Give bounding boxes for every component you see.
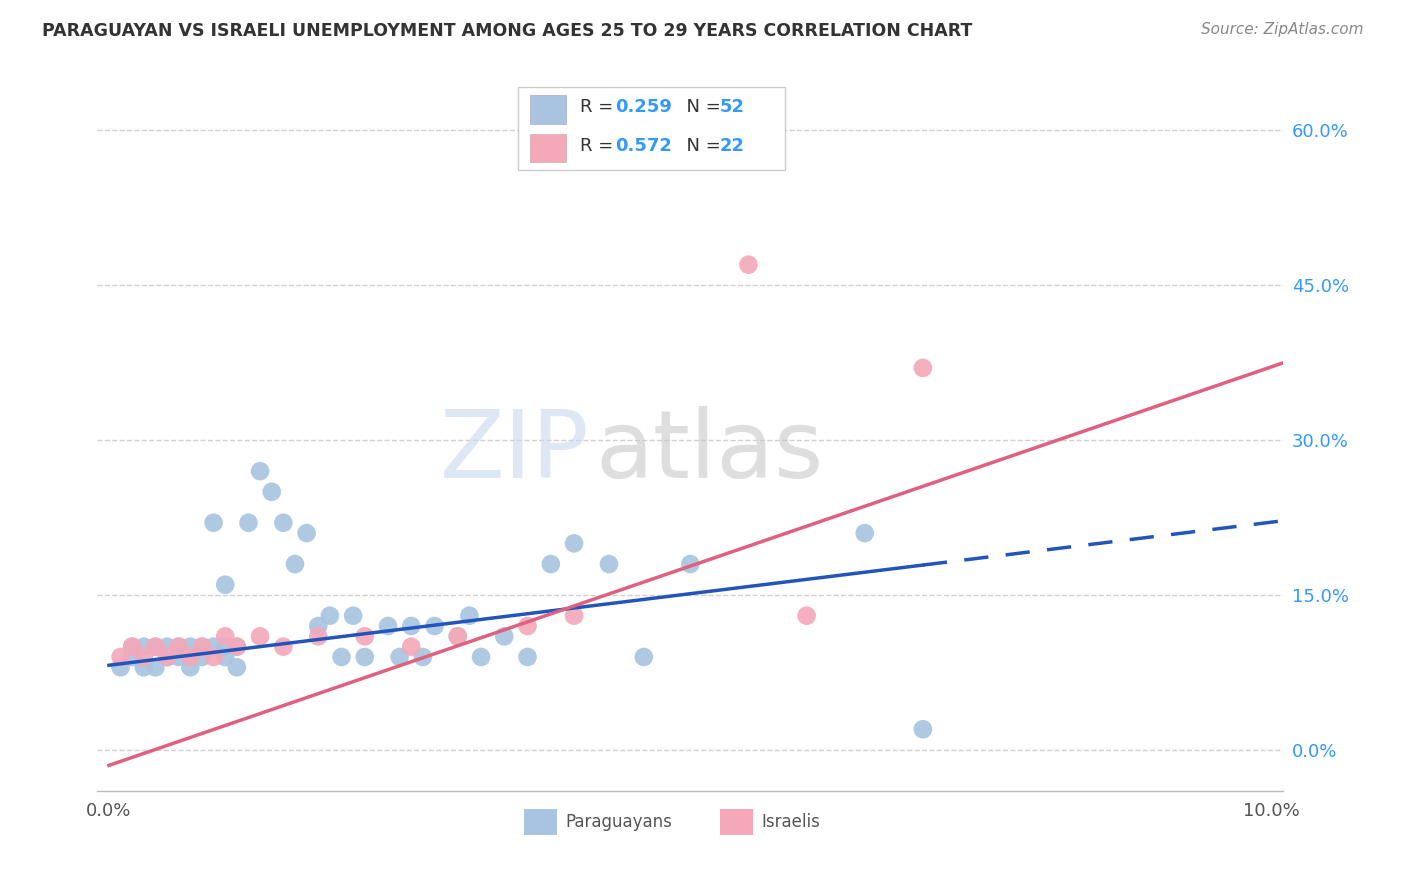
Text: N =: N = (675, 98, 727, 116)
Point (911, 360, 934, 375)
Point (388, 650, 411, 665)
Point (145, 640, 167, 654)
Point (458, 608, 481, 623)
Point (121, 650, 143, 665)
Text: R =: R = (581, 98, 619, 116)
Bar (720, 809, 754, 835)
Point (423, 619, 446, 633)
Point (516, 650, 538, 665)
Point (132, 660, 155, 674)
Point (179, 650, 201, 665)
Point (214, 629, 236, 643)
Point (319, 608, 342, 623)
Point (401, 640, 423, 654)
FancyBboxPatch shape (519, 87, 785, 169)
Point (911, 723, 934, 737)
Text: PARAGUAYAN VS ISRAELI UNEMPLOYMENT AMONG AGES 25 TO 29 YEARS CORRELATION CHART: PARAGUAYAN VS ISRAELI UNEMPLOYMENT AMONG… (42, 22, 973, 40)
Point (202, 650, 225, 665)
Point (249, 629, 271, 643)
Point (167, 640, 190, 654)
Point (470, 650, 492, 665)
Point (145, 640, 167, 654)
Point (377, 619, 399, 633)
Point (214, 650, 236, 665)
Point (307, 619, 329, 633)
Point (225, 660, 247, 674)
Point (307, 629, 329, 643)
Point (353, 629, 375, 643)
Point (447, 629, 470, 643)
Point (853, 526, 876, 541)
Point (191, 640, 214, 654)
Point (273, 516, 295, 530)
Point (598, 557, 620, 571)
Text: 22: 22 (720, 136, 745, 155)
Point (284, 557, 307, 571)
Text: atlas: atlas (596, 406, 824, 498)
Text: Israelis: Israelis (762, 813, 820, 830)
Point (238, 516, 260, 530)
Point (110, 650, 132, 665)
Point (494, 629, 516, 643)
Point (412, 650, 434, 665)
Text: R =: R = (581, 136, 619, 155)
Point (191, 640, 214, 654)
Bar (524, 809, 558, 835)
Text: 52: 52 (720, 98, 745, 116)
Point (110, 660, 132, 674)
Point (273, 640, 295, 654)
Point (132, 650, 155, 665)
Point (353, 650, 375, 665)
Point (156, 650, 179, 665)
Point (447, 629, 470, 643)
Point (737, 258, 759, 272)
Point (330, 650, 353, 665)
Point (145, 660, 167, 674)
Text: Source: ZipAtlas.com: Source: ZipAtlas.com (1201, 22, 1364, 37)
Point (540, 557, 562, 571)
Point (214, 640, 236, 654)
Point (156, 640, 179, 654)
Point (191, 650, 214, 665)
Point (260, 484, 283, 499)
Point (179, 660, 201, 674)
Text: Paraguayans: Paraguayans (565, 813, 672, 830)
Point (167, 650, 190, 665)
Point (516, 619, 538, 633)
Point (202, 640, 225, 654)
Point (562, 536, 585, 550)
Point (214, 578, 236, 592)
Point (167, 640, 190, 654)
Text: ZIP: ZIP (440, 406, 589, 498)
Point (156, 650, 179, 665)
Point (225, 640, 247, 654)
Bar (530, 134, 565, 162)
Bar (530, 95, 565, 124)
Point (562, 608, 585, 623)
Point (132, 640, 155, 654)
Text: 0.572: 0.572 (616, 136, 672, 155)
Point (401, 619, 423, 633)
Point (121, 640, 143, 654)
Text: N =: N = (675, 136, 727, 155)
Point (225, 640, 247, 654)
Point (679, 557, 702, 571)
Point (121, 640, 143, 654)
Point (342, 608, 364, 623)
Point (796, 608, 818, 623)
Point (179, 640, 201, 654)
Point (179, 650, 201, 665)
Point (295, 526, 318, 541)
Point (202, 516, 225, 530)
Text: 0.259: 0.259 (616, 98, 672, 116)
Point (633, 650, 655, 665)
Point (156, 650, 179, 665)
Point (249, 464, 271, 478)
